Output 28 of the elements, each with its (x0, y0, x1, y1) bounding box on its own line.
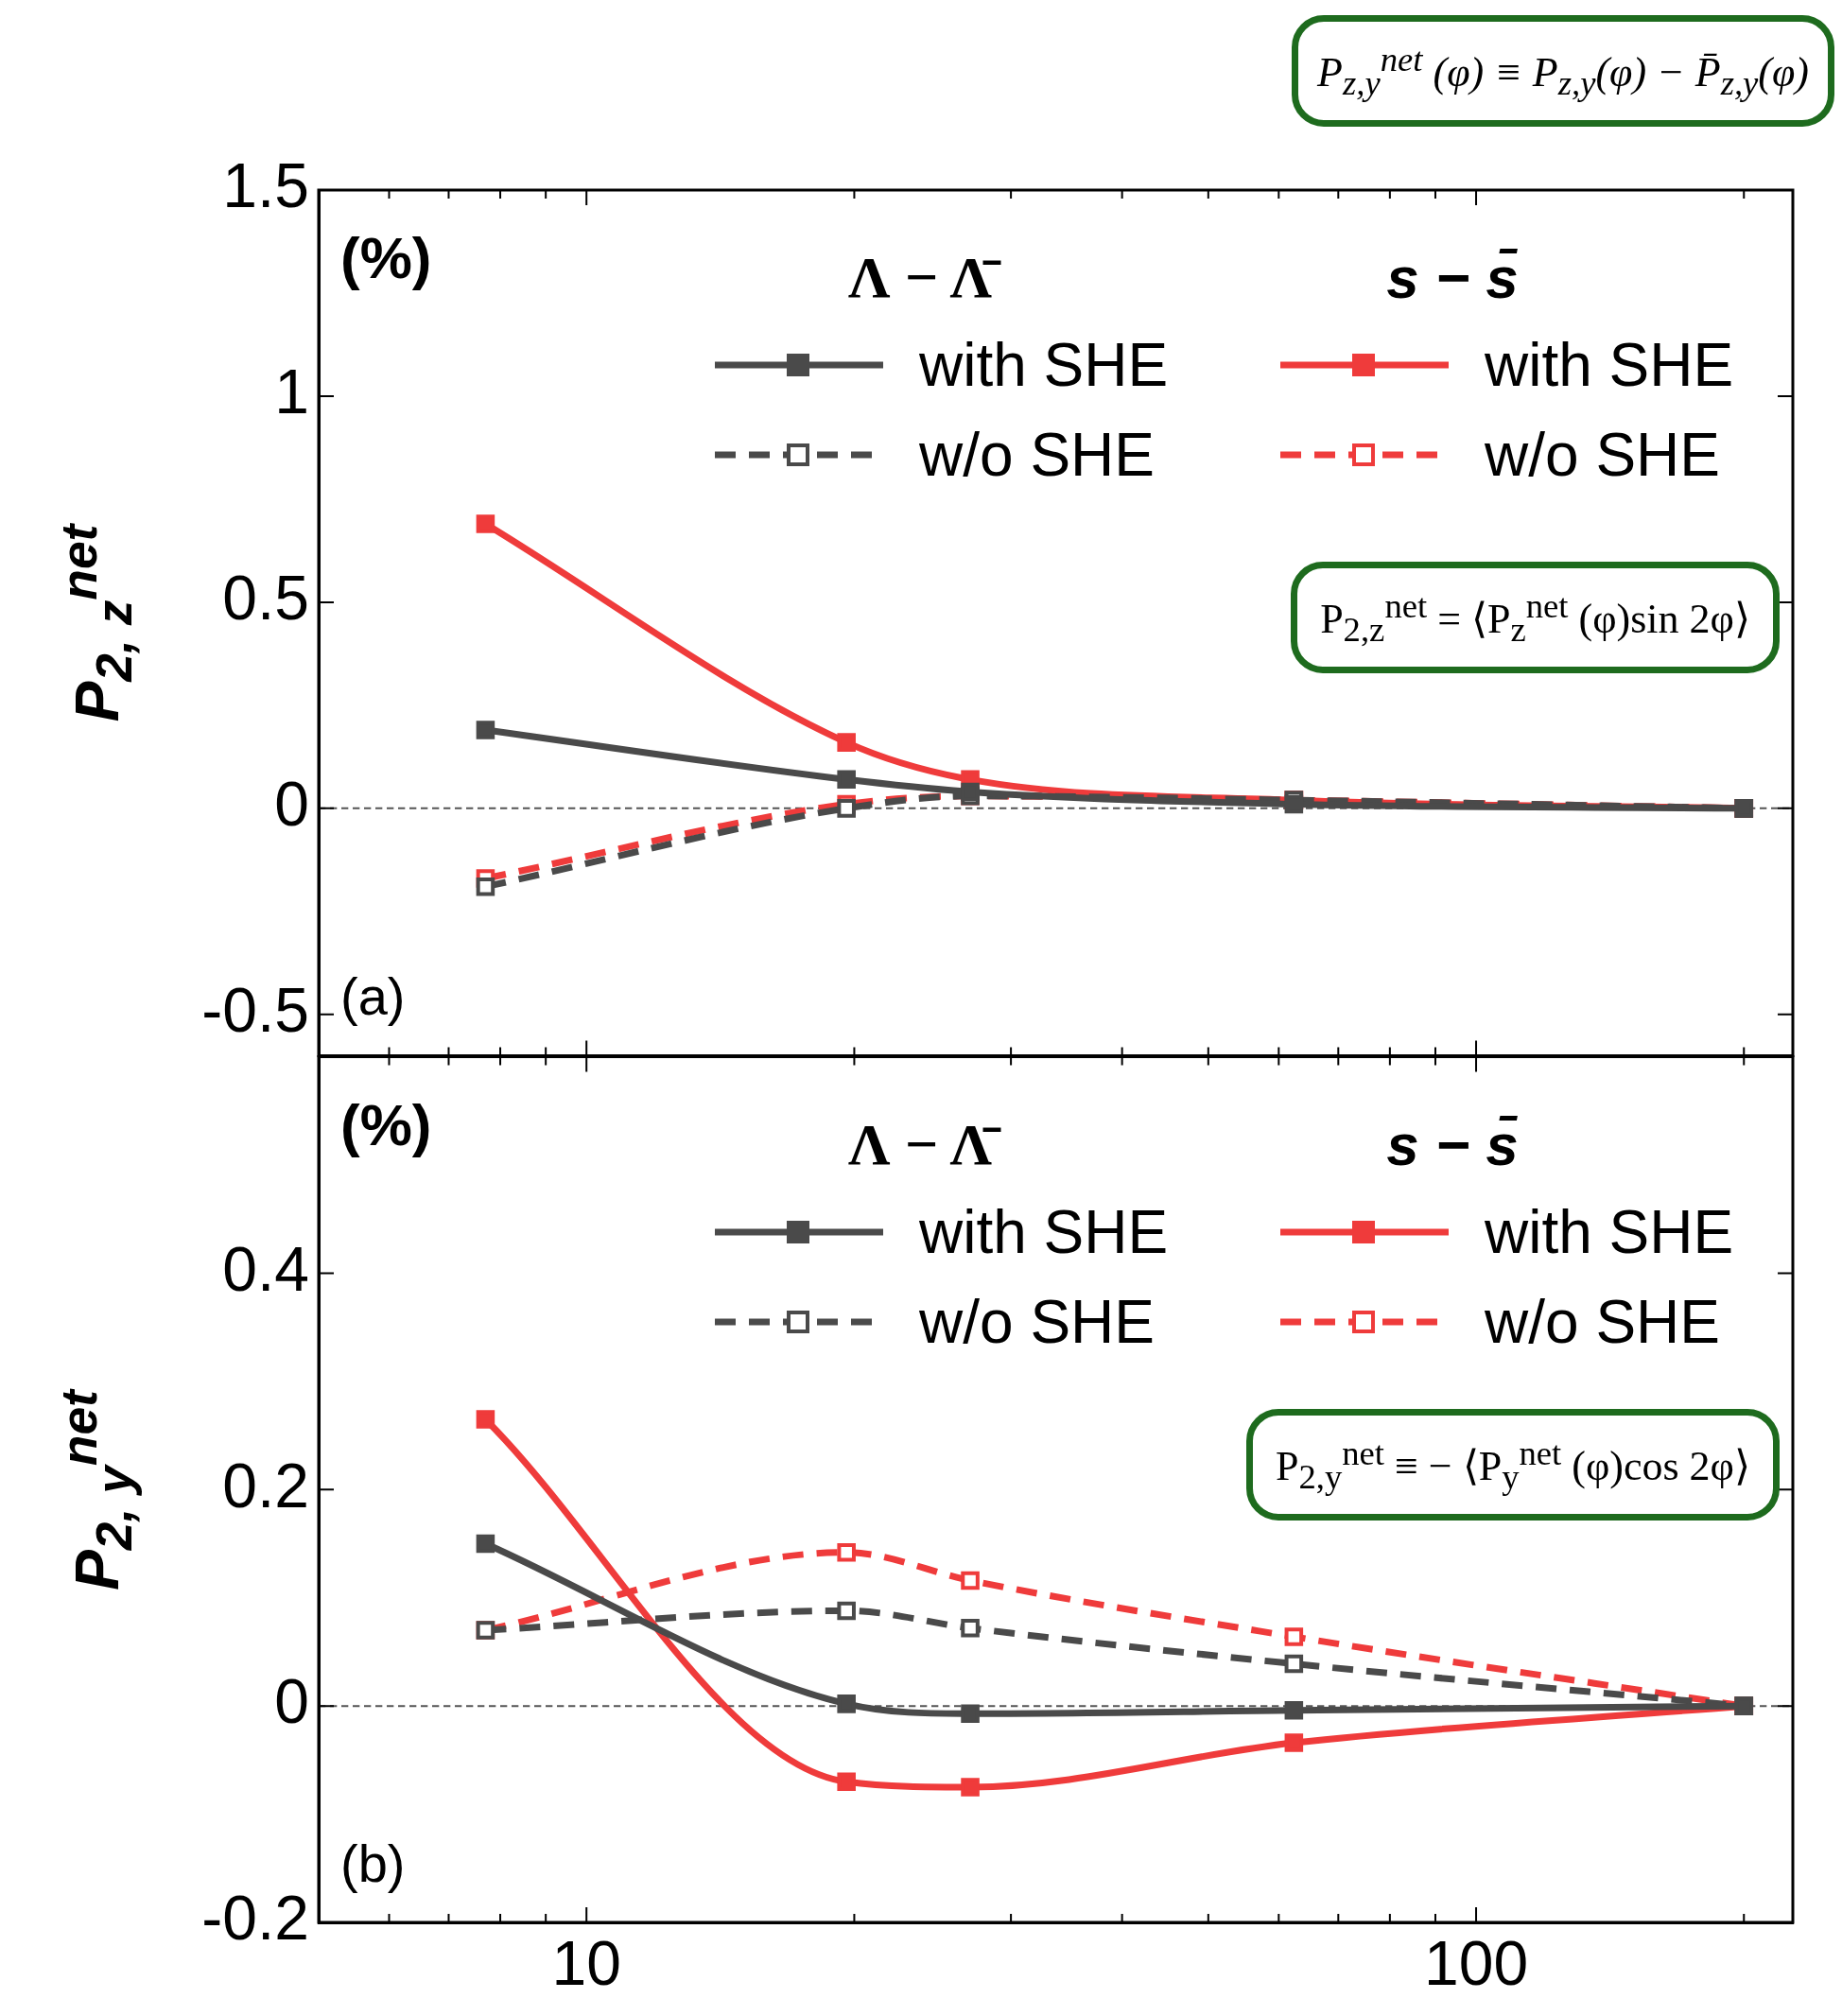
annotation: s − s̄ (1386, 1110, 1519, 1178)
legend-label: with SHE (919, 330, 1169, 400)
text: P$_{z,y}$$^{net}$ (φ) ≡ P$_{z,y}$(φ) − P̄$_{z,y}$(φ) (1292, 15, 1834, 128)
y-tick-label: -0.5 (201, 975, 309, 1046)
legend-label: w/o SHE (1485, 420, 1720, 490)
annotation: (%) (340, 1090, 432, 1158)
legend-label: w/o SHE (919, 420, 1155, 490)
annotation: (b) (340, 1832, 406, 1894)
legend-label: with SHE (1485, 330, 1734, 400)
x-tick-label: 10 (551, 1927, 621, 1998)
y-tick-label: 0 (274, 1666, 309, 1737)
legend-label: with SHE (1485, 1196, 1734, 1267)
legend-label: w/o SHE (1485, 1286, 1720, 1357)
annotation: P$_{2,z}$$^{net}$ = ⟨P$_{z}$$^{net}$ (φ)sin 2φ⟩ (1291, 562, 1780, 674)
y-tick-label: 0.2 (222, 1450, 309, 1521)
legend-label: with SHE (919, 1196, 1169, 1267)
annotation: s − s̄ (1386, 243, 1519, 311)
y-tick-label: 1.5 (222, 150, 309, 221)
annotation: P$_{2,y}$$^{net}$ ≡ − ⟨P$_{y}$$^{net}$ (φ)cos 2φ⟩ (1245, 1408, 1780, 1521)
legend-label: w/o SHE (919, 1286, 1155, 1357)
x-tick-label: 100 (1423, 1927, 1529, 1998)
y-tick-label: -0.2 (201, 1883, 309, 1954)
y-tick-label: 1 (274, 356, 309, 427)
y-tick-label: 0.5 (222, 563, 309, 634)
annotation: (%) (340, 224, 432, 291)
y-tick-label: 0 (274, 769, 309, 840)
annotation: (a) (340, 965, 406, 1027)
y-tick-label: 0.4 (222, 1233, 309, 1304)
